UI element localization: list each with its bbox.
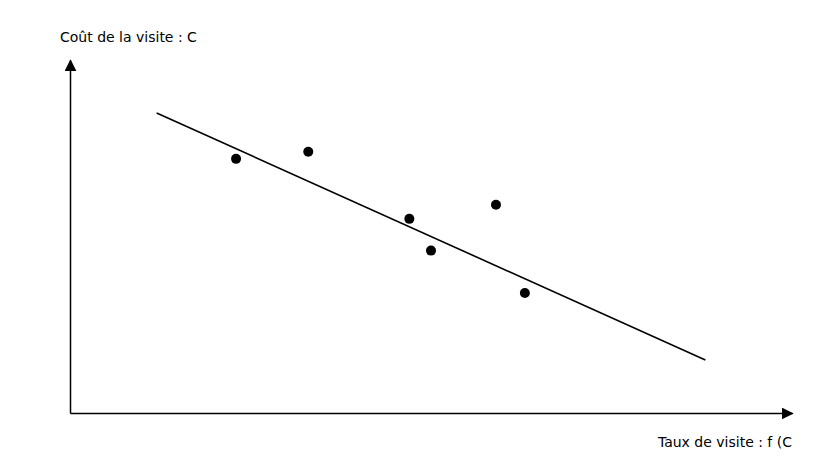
point <box>426 246 436 256</box>
trend-line <box>157 113 706 360</box>
y-axis <box>70 61 71 414</box>
point <box>404 214 414 224</box>
point <box>303 147 313 157</box>
y-axis-title: Coût de la visite : C <box>60 29 197 45</box>
point <box>520 288 530 298</box>
axis-line <box>71 413 793 415</box>
point <box>231 154 241 164</box>
x-axis-title: Taux de visite : f (C <box>657 434 792 450</box>
point <box>491 200 501 210</box>
x-axis <box>71 413 793 414</box>
marks <box>157 113 706 360</box>
plot <box>71 61 793 414</box>
axis-line <box>70 61 72 414</box>
chart: Coût de la visite : C Taux de visite : f … <box>0 0 832 473</box>
